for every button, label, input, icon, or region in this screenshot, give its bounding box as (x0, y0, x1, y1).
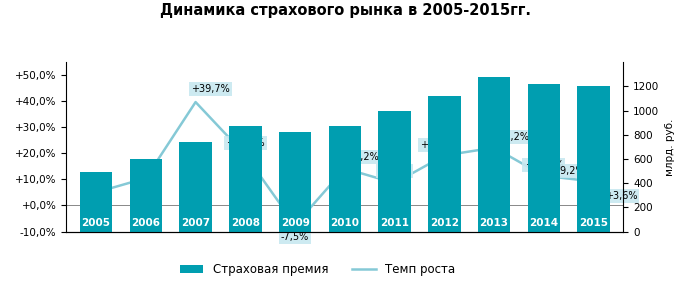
Text: +14,2%: +14,2% (340, 152, 379, 162)
Text: +9,2%: +9,2% (553, 166, 585, 176)
Text: 2007: 2007 (181, 218, 210, 228)
Text: 2006: 2006 (131, 218, 160, 228)
Text: +39,7%: +39,7% (191, 84, 230, 94)
Bar (528, 84, 560, 232)
Bar (428, 96, 460, 232)
Text: -7,5%: -7,5% (281, 232, 309, 242)
Text: 2012: 2012 (430, 218, 459, 228)
Bar (229, 126, 262, 232)
Text: 2009: 2009 (281, 218, 310, 228)
Bar (328, 126, 361, 232)
Text: Динамика страхового рынка в 2005-2015гг.: Динамика страхового рынка в 2005-2015гг. (159, 3, 531, 18)
Bar (80, 172, 112, 232)
Text: +11,4%: +11,4% (524, 160, 563, 170)
Text: +19,2%: +19,2% (420, 140, 459, 150)
Text: 2010: 2010 (331, 218, 359, 228)
Bar (279, 132, 311, 232)
Text: 2013: 2013 (480, 218, 509, 228)
Text: 2008: 2008 (231, 218, 260, 228)
Bar (179, 142, 212, 232)
Text: +22,2%: +22,2% (489, 132, 529, 142)
Legend: Страховая премия, Темп роста: Страховая премия, Темп роста (175, 259, 460, 281)
Bar (478, 77, 511, 232)
Text: +19,4%: +19,4% (226, 138, 265, 148)
Text: 2005: 2005 (81, 218, 110, 228)
Bar (578, 86, 610, 232)
Bar (130, 159, 162, 232)
Text: 2014: 2014 (529, 218, 558, 228)
Y-axis label: млрд. руб.: млрд. руб. (665, 118, 675, 176)
Text: +8,6%: +8,6% (378, 166, 411, 176)
Text: 2015: 2015 (579, 218, 608, 228)
Bar (378, 110, 411, 232)
Text: +3,6%: +3,6% (604, 191, 638, 201)
Text: 2011: 2011 (380, 218, 409, 228)
